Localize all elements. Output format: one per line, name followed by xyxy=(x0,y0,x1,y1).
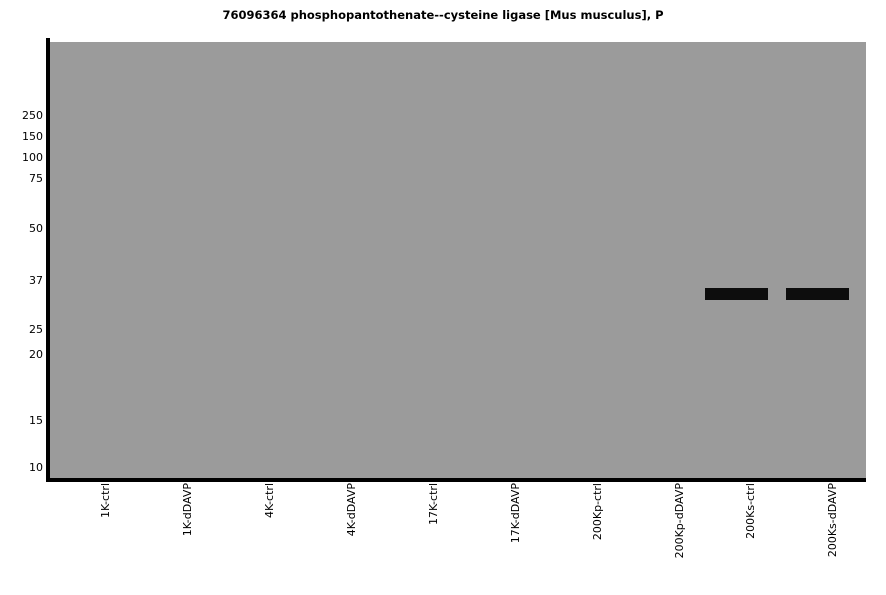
x-axis-spine xyxy=(46,478,866,482)
blot-band xyxy=(705,288,768,300)
y-axis-tick-labels: 250 150 100 75 50 37 25 20 15 10 xyxy=(0,0,46,595)
y-tick-label: 37 xyxy=(29,274,43,287)
x-tick-label-1k-ddavp: 1K-dDAVP xyxy=(181,483,194,537)
blot-band xyxy=(786,288,849,300)
y-tick-label: 15 xyxy=(29,414,43,427)
x-tick-label-200kp-ctrl: 200Kp-ctrl xyxy=(591,483,604,541)
x-tick-label-17k-ddavp: 17K-dDAVP xyxy=(509,483,522,544)
y-tick-label: 100 xyxy=(22,151,43,164)
x-tick-label-200ks-ctrl: 200Ks-ctrl xyxy=(744,483,757,539)
y-tick-label: 50 xyxy=(29,222,43,235)
y-tick-label: 150 xyxy=(22,130,43,143)
y-tick-label: 20 xyxy=(29,348,43,361)
x-tick-label-4k-ctrl: 4K-ctrl xyxy=(263,483,276,518)
x-tick-label-1k-ctrl: 1K-ctrl xyxy=(99,483,112,518)
y-tick-label: 75 xyxy=(29,172,43,185)
x-tick-label-4k-ddavp: 4K-dDAVP xyxy=(345,483,358,537)
y-tick-label: 250 xyxy=(22,109,43,122)
x-tick-label-17k-ctrl: 17K-ctrl xyxy=(427,483,440,525)
page-title: 76096364 phosphopantothenate--cysteine l… xyxy=(222,8,664,22)
plot-area xyxy=(50,42,866,478)
x-tick-label-200kp-ddavp: 200Kp-dDAVP xyxy=(673,483,686,559)
y-tick-label: 10 xyxy=(29,461,43,474)
y-tick-label: 25 xyxy=(29,323,43,336)
x-tick-label-200ks-ddavp: 200Ks-dDAVP xyxy=(826,483,839,558)
y-axis-spine xyxy=(46,38,50,480)
